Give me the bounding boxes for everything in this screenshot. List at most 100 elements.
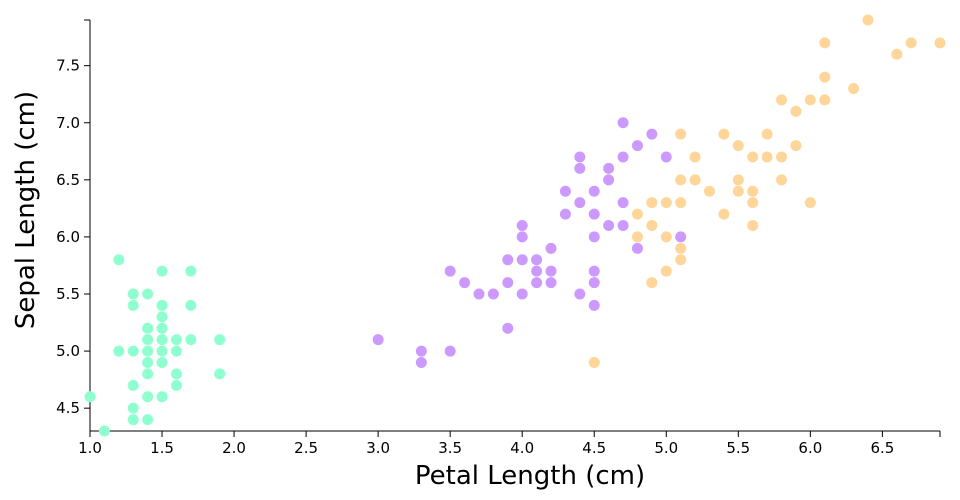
data-point xyxy=(142,391,154,403)
data-point xyxy=(905,37,917,49)
data-point xyxy=(819,94,831,106)
data-point xyxy=(660,197,672,209)
y-tick-label: 4.5 xyxy=(56,399,80,417)
data-point xyxy=(156,265,168,277)
data-point xyxy=(776,94,788,106)
data-point xyxy=(819,37,831,49)
x-axis-title: Petal Length (cm) xyxy=(415,461,645,491)
data-point xyxy=(127,288,139,300)
data-point xyxy=(747,220,759,231)
data-point xyxy=(170,368,182,380)
y-axis: 4.5 5.0 5.5 6.0 6.5 7.0 7.5 xyxy=(56,19,91,431)
data-point xyxy=(142,322,154,334)
x-tick-label: 1.0 xyxy=(78,439,102,457)
data-point xyxy=(214,368,226,380)
data-point xyxy=(675,174,687,186)
data-point xyxy=(185,265,197,277)
y-tick-label: 5.5 xyxy=(56,285,80,303)
data-point xyxy=(703,185,715,197)
data-point xyxy=(660,231,672,243)
x-tick-label: 3.5 xyxy=(438,439,462,457)
data-point xyxy=(559,208,571,220)
x-tick-label: 4.5 xyxy=(582,439,606,457)
data-point xyxy=(142,334,154,346)
data-point xyxy=(588,231,600,243)
data-point xyxy=(113,345,125,357)
data-point xyxy=(646,128,658,140)
data-point xyxy=(156,299,168,311)
data-point xyxy=(603,174,615,186)
data-point xyxy=(732,174,744,186)
data-point xyxy=(156,345,168,357)
data-point xyxy=(732,185,744,197)
data-point xyxy=(516,254,528,266)
data-point xyxy=(156,322,168,334)
data-point xyxy=(127,414,139,426)
data-point xyxy=(588,265,600,277)
data-point xyxy=(660,151,672,163)
data-point xyxy=(185,299,197,311)
data-point xyxy=(156,391,168,403)
data-point xyxy=(732,140,744,152)
data-point xyxy=(675,197,687,209)
data-point xyxy=(646,277,658,289)
y-axis-title: Sepal Length (cm) xyxy=(11,91,41,329)
data-point xyxy=(790,105,802,117)
data-point xyxy=(127,345,139,357)
data-point xyxy=(156,334,168,346)
data-point xyxy=(545,277,557,289)
data-point xyxy=(415,357,427,368)
data-point xyxy=(747,185,759,197)
data-point xyxy=(718,128,730,140)
data-point xyxy=(747,151,759,163)
data-point xyxy=(689,151,701,163)
data-point xyxy=(646,197,658,209)
data-point xyxy=(84,391,96,403)
data-point xyxy=(588,277,600,289)
data-point xyxy=(603,162,615,174)
data-point xyxy=(127,402,139,414)
data-point xyxy=(170,334,182,346)
data-point xyxy=(848,83,860,94)
data-point xyxy=(603,220,615,231)
data-point xyxy=(531,254,543,266)
data-point xyxy=(891,48,903,60)
data-point xyxy=(516,288,528,300)
data-point xyxy=(531,265,543,277)
y-tick-label: 6.0 xyxy=(56,228,80,246)
data-point xyxy=(574,288,586,300)
data-point xyxy=(170,345,182,357)
data-point xyxy=(862,14,874,26)
x-tick-label: 6.0 xyxy=(798,439,822,457)
x-tick-label: 2.0 xyxy=(222,439,246,457)
data-point xyxy=(444,345,456,357)
y-tick-label: 5.0 xyxy=(56,342,80,360)
data-point xyxy=(559,185,571,197)
data-point xyxy=(142,345,154,357)
data-point xyxy=(631,242,643,254)
data-point xyxy=(444,265,456,277)
data-point xyxy=(819,71,831,83)
data-point xyxy=(574,162,586,174)
data-point xyxy=(718,208,730,220)
data-point xyxy=(516,231,528,243)
data-point xyxy=(617,151,629,163)
data-point xyxy=(675,128,687,140)
data-point xyxy=(127,379,139,391)
data-point xyxy=(631,140,643,152)
data-point xyxy=(804,197,816,209)
data-point xyxy=(588,185,600,197)
data-point xyxy=(675,254,687,266)
data-point xyxy=(156,357,168,368)
data-point xyxy=(142,288,154,300)
data-point xyxy=(459,277,471,289)
data-point xyxy=(776,174,788,186)
x-tick-label: 5.5 xyxy=(726,439,750,457)
data-point xyxy=(502,322,514,334)
data-point xyxy=(804,94,816,106)
data-point xyxy=(142,357,154,368)
data-point xyxy=(617,197,629,209)
data-point xyxy=(646,220,658,231)
data-point xyxy=(502,277,514,289)
